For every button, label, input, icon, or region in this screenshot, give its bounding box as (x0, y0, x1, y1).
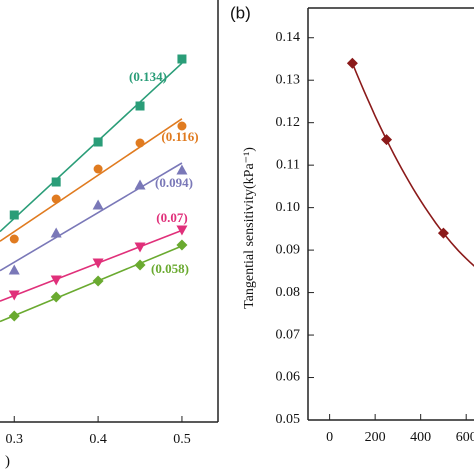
x-tick-label: 200 (365, 430, 386, 445)
fit-line (0, 229, 183, 302)
y-tick-label: 0.14 (276, 30, 301, 45)
x-tick-label: 400 (410, 430, 431, 445)
point (93, 164, 103, 174)
y-tick-label: 0.05 (276, 412, 301, 427)
y-tick-label: 0.07 (276, 327, 301, 342)
y-tick-label: 0.12 (276, 115, 301, 130)
fit-line (0, 162, 183, 272)
fit-line (0, 245, 183, 323)
point (381, 134, 393, 146)
x-tick-label: 0.3 (6, 432, 24, 447)
y-tick-label: 0.13 (276, 72, 301, 87)
point (9, 234, 19, 244)
fit-line (351, 62, 474, 267)
y-tick-label: 0.06 (276, 370, 301, 385)
point (92, 275, 104, 287)
point (8, 264, 20, 275)
point (92, 258, 104, 269)
point (134, 179, 146, 190)
y-tick-label: 0.09 (276, 242, 301, 257)
fit-line (0, 118, 183, 242)
point (51, 194, 61, 204)
x-axis-label: ) (5, 453, 10, 469)
point (346, 57, 358, 69)
point (9, 210, 19, 220)
annotation: (0.094) (155, 175, 193, 190)
y-tick-label: 0.11 (276, 157, 300, 172)
annotation: (0.134) (129, 69, 167, 84)
x-tick-label: 0 (326, 430, 333, 445)
point (177, 54, 187, 64)
annotation: (0.116) (161, 129, 198, 144)
fit-line (0, 62, 183, 233)
point (176, 164, 188, 175)
point (177, 121, 187, 131)
annotation: (0.07) (156, 210, 187, 225)
panel-label: (b) (230, 3, 251, 22)
point (437, 227, 449, 239)
point (50, 275, 62, 286)
x-tick-label: 0.5 (173, 432, 191, 447)
point (8, 310, 20, 322)
x-tick-label: 600 (456, 430, 474, 445)
y-tick-label: 0.10 (276, 200, 301, 215)
point (50, 227, 62, 238)
point (8, 290, 20, 301)
point (93, 137, 103, 147)
point (92, 199, 104, 210)
point (135, 138, 145, 148)
point (51, 177, 61, 187)
point (176, 239, 188, 251)
x-tick-label: 0.4 (89, 432, 107, 447)
y-tick-label: 0.08 (276, 285, 301, 300)
point (50, 291, 62, 303)
annotation: (0.058) (151, 261, 189, 276)
y-axis-label: Tangential sensitivity(kPa⁻¹) (242, 147, 257, 309)
point (135, 101, 145, 111)
point (134, 242, 146, 253)
point (134, 259, 146, 271)
point (176, 225, 188, 236)
